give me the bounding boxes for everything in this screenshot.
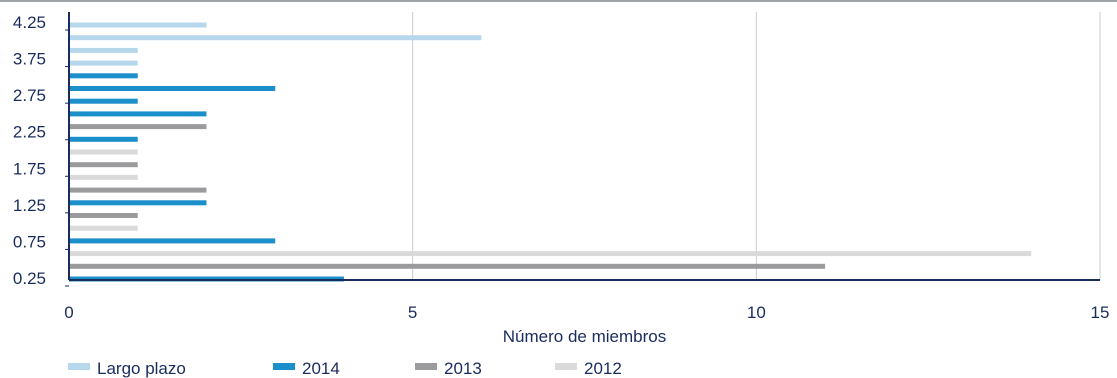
bar-2014-7 [69,111,207,117]
bar-2012-18 [69,251,1032,257]
y-tick-label: 1.25 [13,196,46,215]
bar-2014-17 [69,238,276,244]
legend-label: 2014 [302,359,340,378]
bar-2013-15 [69,213,138,218]
axes [65,12,1100,287]
legend-label: Largo plazo [97,359,186,378]
bar-2014-14 [69,200,207,206]
bar-2013-19 [69,263,826,269]
gridlines [412,12,1101,280]
y-tick-label: 3.75 [13,50,46,69]
x-axis-title: Número de miembros [503,327,666,346]
bar-2014-6 [69,98,138,104]
legend-swatch [68,363,90,370]
top-border [0,0,1117,2]
y-tick-label: 0.25 [13,269,46,288]
y-tick-label: 0.75 [13,232,46,251]
bar-2014-4 [69,73,138,79]
x-tick-label: 15 [1091,303,1110,322]
x-tick-labels: 0 5 10 15 [64,303,1109,322]
bar-largo-plazo-1 [69,35,482,41]
y-tick-labels: 0.25 0.75 1.25 1.75 2.25 2.75 3.75 4.25 [13,13,46,288]
bar-2012-10 [69,149,138,155]
y-tick-label: 2.75 [13,86,46,105]
x-tick-label: 0 [64,303,73,322]
legend: Largo plazo 2014 2013 2012 [68,359,622,378]
bar-largo-plazo-0 [69,22,207,28]
bar-largo-plazo-2 [69,47,138,53]
legend-swatch [273,363,295,370]
bar-2013-8 [69,124,207,130]
y-tick-label: 1.75 [13,159,46,178]
legend-label: 2012 [584,359,622,378]
bar-2013-13 [69,187,207,193]
legend-item-2012: 2012 [555,359,622,378]
x-tick-label: 5 [408,303,417,322]
legend-swatch [555,363,577,370]
bar-2014-9 [69,136,138,142]
bar-2012-12 [69,174,138,180]
bar-2013-11 [69,162,138,168]
y-tick-label: 4.25 [13,13,46,32]
x-tick-label: 10 [747,303,766,322]
legend-item-2014: 2014 [273,359,340,378]
y-tick-label: 2.25 [13,123,46,142]
legend-label: 2013 [444,359,482,378]
bar-2014-5 [69,86,276,91]
bars [69,22,1032,282]
bar-2012-16 [69,225,138,231]
legend-item-largo-plazo: Largo plazo [68,359,186,378]
bar-largo-plazo-3 [69,60,138,66]
legend-swatch [415,363,437,370]
legend-item-2013: 2013 [415,359,482,378]
